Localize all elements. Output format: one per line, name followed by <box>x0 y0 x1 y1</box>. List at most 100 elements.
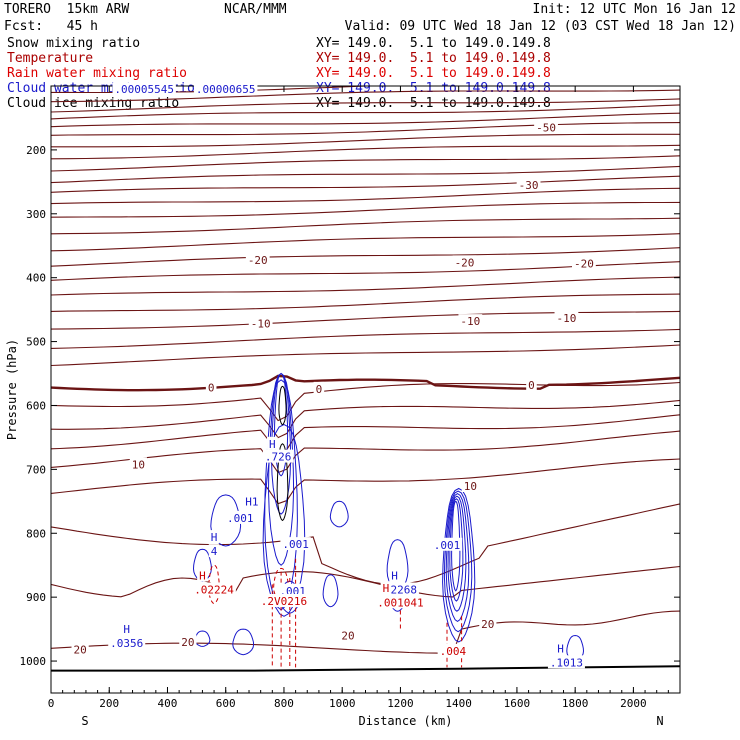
cloud-water-label: .00005545 <box>114 83 174 96</box>
x-tick-label: 2000 <box>620 697 647 710</box>
temperature-label: 10 <box>132 458 145 471</box>
cloud-water-contour <box>442 487 476 643</box>
cloud-water-label: H <box>211 531 218 544</box>
isotherm <box>51 565 680 598</box>
surface-line <box>51 665 680 672</box>
temperature-label-bg <box>129 457 147 471</box>
isotherm <box>51 217 680 235</box>
x-tick-label: 800 <box>274 697 294 710</box>
temperature-label: 20 <box>481 618 494 631</box>
contour-labels-layer: -50 -30 -20 -20 -20 -10 -10 -10 0 0 0 10 10 20 20 20 20.… <box>71 82 596 669</box>
isotherm <box>51 233 680 252</box>
x-axis-label: Distance (km) <box>359 714 453 728</box>
rain-label: .2V0216 <box>261 595 307 608</box>
isotherm <box>51 175 680 193</box>
cloud-water-label-bg <box>243 494 261 508</box>
temperature-label-bg <box>572 256 596 270</box>
cloud-water-label: .726 <box>265 451 292 464</box>
temperature-label: 0 <box>528 379 535 392</box>
cloud-water-label-bg <box>208 544 220 558</box>
x-tick-label: 1400 <box>445 697 472 710</box>
cloud-water-label-bg <box>194 82 258 96</box>
cloud-water-label-bg <box>121 622 133 636</box>
temperature-label-bg <box>554 310 579 324</box>
temperature-label-bg <box>179 634 197 648</box>
isotherm <box>51 399 680 439</box>
isotherm <box>51 155 680 172</box>
temperature-label-bg <box>71 642 89 656</box>
cloud-water-label-bg <box>225 510 256 524</box>
cloud-water-contour <box>443 490 473 633</box>
cloud-water-label-bg <box>280 537 311 551</box>
temperature-label: -20 <box>248 254 268 267</box>
isotherm <box>51 328 680 349</box>
cloud-water-label: .00000655 <box>196 83 256 96</box>
rain-label-bg <box>258 593 310 607</box>
temperature-label-bg <box>245 252 270 266</box>
isotherm <box>51 610 680 654</box>
x-tick-label: 1000 <box>329 697 356 710</box>
cloud-water-label-bg <box>108 636 146 650</box>
temperature-label-bg <box>479 616 497 630</box>
temperature-label: -10 <box>251 318 271 331</box>
valid-time: Valid: 09 UTC Wed 18 Jan 12 (03 CST Wed … <box>344 19 736 34</box>
temperature-label-bg <box>452 255 477 269</box>
x-tick-label: 200 <box>99 697 119 710</box>
cloud-water-label-bg <box>555 641 566 655</box>
cloud-water-label: H <box>557 642 564 655</box>
cloud-water-label: .0356 <box>110 637 143 650</box>
y-axis-label: Pressure (hPa) <box>5 339 19 440</box>
y-tick-label: 700 <box>26 463 46 476</box>
cloud-water-label-bg <box>389 568 400 582</box>
model-title: TORERO 15km ARW <box>4 2 130 17</box>
cloud-water-label-bg <box>547 655 585 669</box>
contour-layer <box>51 86 680 672</box>
cloud-water-contour <box>194 630 211 647</box>
y-tick-label: 600 <box>26 399 46 412</box>
cloud-water-contour <box>210 494 242 547</box>
cloud-water-label-bg <box>112 82 176 96</box>
cloud-water-label: H <box>269 438 276 451</box>
isotherm <box>51 98 680 113</box>
cloud-water-label: 4 <box>211 545 218 558</box>
temperature-label-bg <box>516 178 541 192</box>
isotherm <box>51 201 680 218</box>
cloud-water-label: H1 <box>245 495 258 508</box>
isotherm <box>51 165 680 184</box>
x-tick-label: 400 <box>158 697 178 710</box>
isotherm <box>51 112 680 128</box>
isotherm <box>51 458 680 505</box>
init-time: Init: 12 UTC Mon 16 Jan 12 <box>532 2 737 17</box>
y-tick-label: 500 <box>26 336 46 349</box>
temperature-label: 20 <box>73 644 86 657</box>
y-tick-label: 900 <box>26 591 46 604</box>
temperature-label-bg <box>205 380 217 394</box>
rain-label-bg <box>437 643 469 657</box>
cloud-water-contour <box>267 372 295 566</box>
legend-temperature-name: Temperature <box>7 51 94 66</box>
x-tick-label: 1800 <box>562 697 589 710</box>
cloud-water-contour <box>232 628 255 656</box>
isotherm <box>51 344 680 367</box>
temperature-label-bg <box>534 120 558 134</box>
isotherm <box>51 276 680 296</box>
isotherm <box>51 144 680 160</box>
axes-layer: 0 200 400 600 800 1000 1200 1400 1600 1800 2000200… <box>5 85 681 728</box>
cloud-water-contour <box>329 500 349 528</box>
temperature-label-bg <box>526 378 537 392</box>
temperature-label: -20 <box>574 258 594 271</box>
temperature-label-bg <box>458 314 483 328</box>
south-label: S <box>81 714 88 728</box>
legend-snow-xy: XY= 149.0. 5.1 to 149.0.149.8 <box>316 36 551 51</box>
cloud-water-contour <box>273 372 289 477</box>
rain-label-bg <box>380 581 392 595</box>
isotherm <box>51 247 680 267</box>
temperature-label: 20 <box>181 636 194 649</box>
cloud-water-label: .001 <box>282 538 309 551</box>
cloud-water-contour <box>322 574 339 608</box>
cloud-water-label-bg <box>431 537 463 551</box>
legend-temperature-xy: XY= 149.0. 5.1 to 149.0.149.8 <box>316 51 551 66</box>
temperature-label-bg <box>313 381 325 395</box>
isotherm <box>51 293 680 312</box>
